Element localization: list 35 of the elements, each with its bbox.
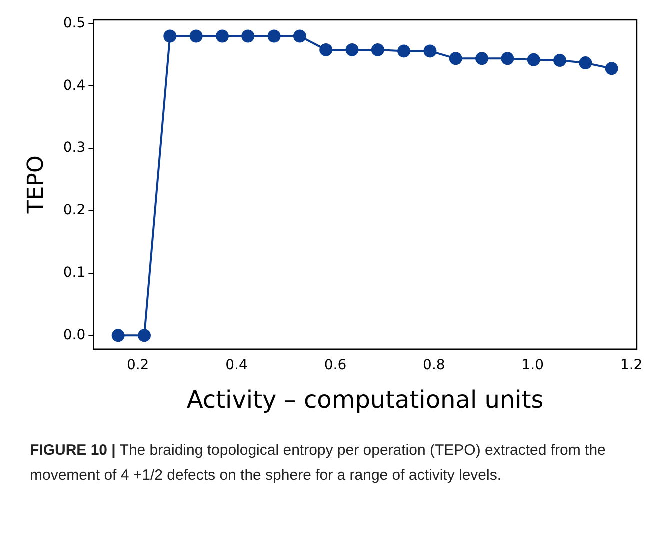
point [449, 52, 462, 66]
point [346, 43, 359, 56]
x-tick-label: 0.2 [126, 357, 150, 374]
x-axis-title: Activity – computational units [186, 386, 544, 414]
point [164, 30, 177, 43]
y-tick-label: 0.5 [63, 15, 86, 32]
point [216, 30, 229, 43]
point [112, 329, 125, 342]
y-tick-label: 0.4 [63, 78, 86, 94]
point [268, 30, 281, 43]
point [398, 44, 411, 58]
point [579, 56, 592, 70]
point [605, 62, 618, 76]
x-tick-label: 0.4 [226, 357, 248, 374]
y-axis-title: TEPO [24, 156, 49, 215]
x-tick-label: 0.8 [423, 357, 446, 374]
y-tick-label: 0.1 [63, 264, 86, 281]
point [371, 43, 384, 56]
point [527, 53, 540, 66]
point [293, 30, 306, 43]
point [424, 44, 437, 58]
point [476, 52, 489, 66]
y-tick-label: 0.3 [63, 140, 86, 156]
point [501, 52, 514, 66]
point [190, 30, 203, 43]
caption: FIGURE 10 | The braiding topological entropy per operation (TEPO) extracted from the movement of 4 +1/2 defects on the sphere for a range of activity levels. [30, 441, 607, 486]
x-tick-label: 1.2 [620, 357, 643, 374]
x-tick-label: 0.6 [324, 357, 347, 374]
point [138, 329, 151, 342]
point [554, 54, 567, 68]
point [320, 43, 333, 56]
x-tick-label: 1.0 [522, 357, 544, 374]
point [242, 30, 255, 43]
y-tick-label: 0.0 [63, 327, 86, 344]
y-tick-label: 0.2 [63, 202, 86, 219]
